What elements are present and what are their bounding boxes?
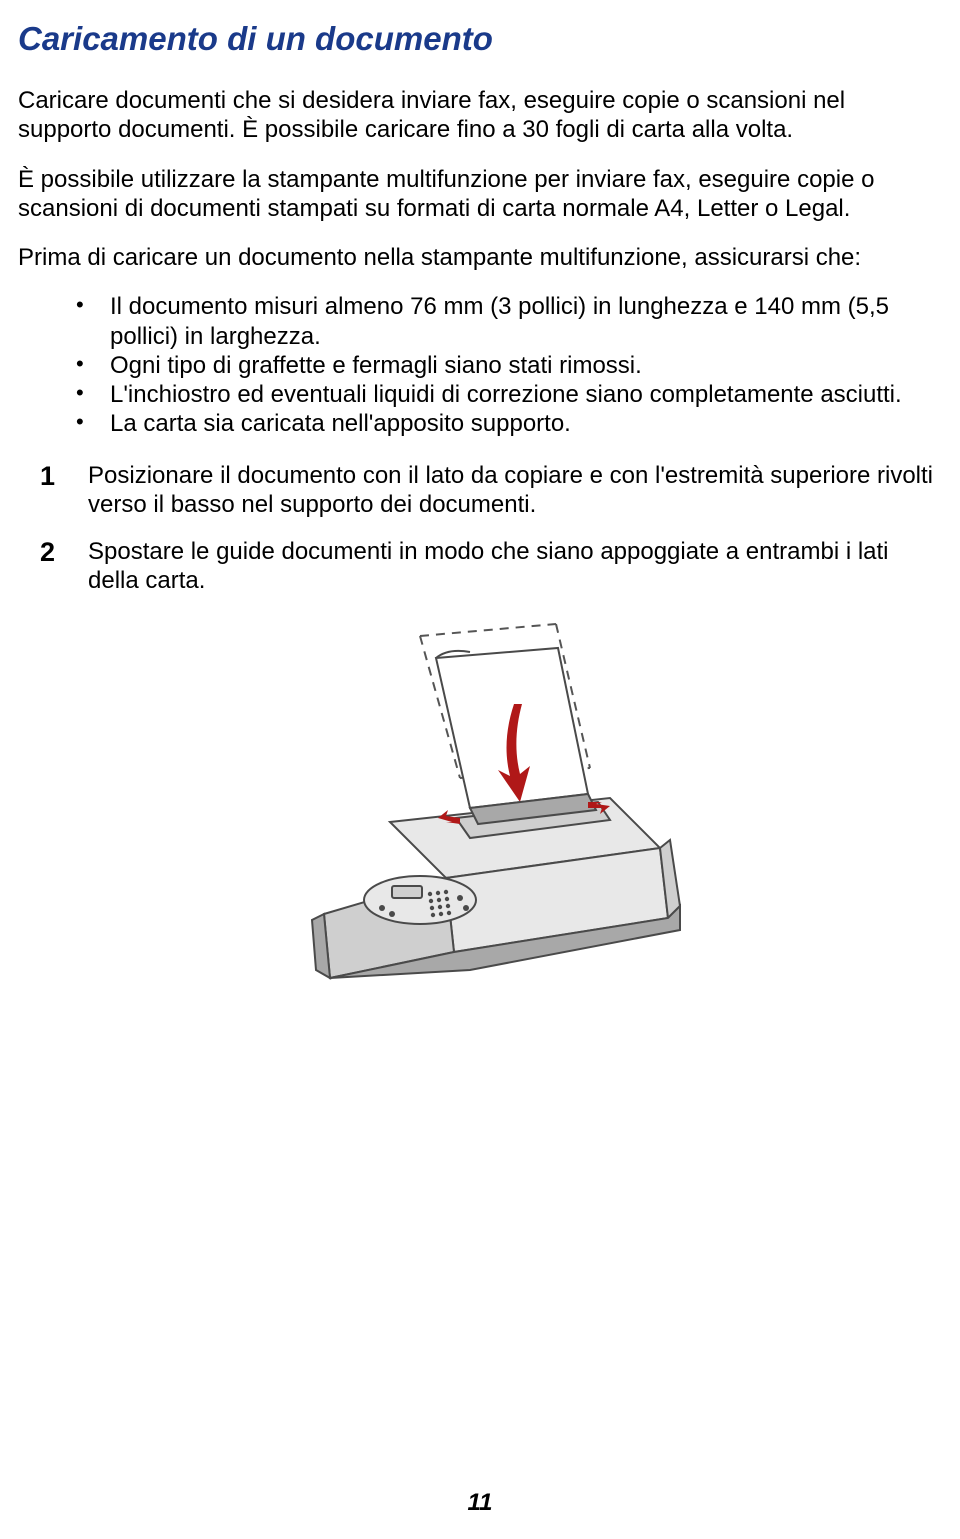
- list-item: Il documento misuri almeno 76 mm (3 poll…: [76, 292, 942, 351]
- paragraph-3: Prima di caricare un documento nella sta…: [18, 243, 942, 272]
- step-number: 1: [40, 461, 88, 492]
- bullet-list: Il documento misuri almeno 76 mm (3 poll…: [18, 292, 942, 438]
- step-text: Spostare le guide documenti in modo che …: [88, 537, 942, 596]
- paragraph-2: È possibile utilizzare la stampante mult…: [18, 165, 942, 224]
- list-item: La carta sia caricata nell'apposito supp…: [76, 409, 942, 438]
- list-item: Ogni tipo di graffette e fermagli siano …: [76, 351, 942, 380]
- fax-printer-loading-paper-icon: [270, 618, 690, 1008]
- paragraph-1: Caricare documenti che si desidera invia…: [18, 86, 942, 145]
- page-number: 11: [0, 1489, 960, 1517]
- step-item: 2 Spostare le guide documenti in modo ch…: [40, 537, 942, 596]
- list-item: L'inchiostro ed eventuali liquidi di cor…: [76, 380, 942, 409]
- step-number: 2: [40, 537, 88, 568]
- steps-list: 1 Posizionare il documento con il lato d…: [18, 461, 942, 596]
- printer-illustration: [18, 618, 942, 1013]
- step-item: 1 Posizionare il documento con il lato d…: [40, 461, 942, 520]
- page-title: Caricamento di un documento: [18, 20, 942, 58]
- step-text: Posizionare il documento con il lato da …: [88, 461, 942, 520]
